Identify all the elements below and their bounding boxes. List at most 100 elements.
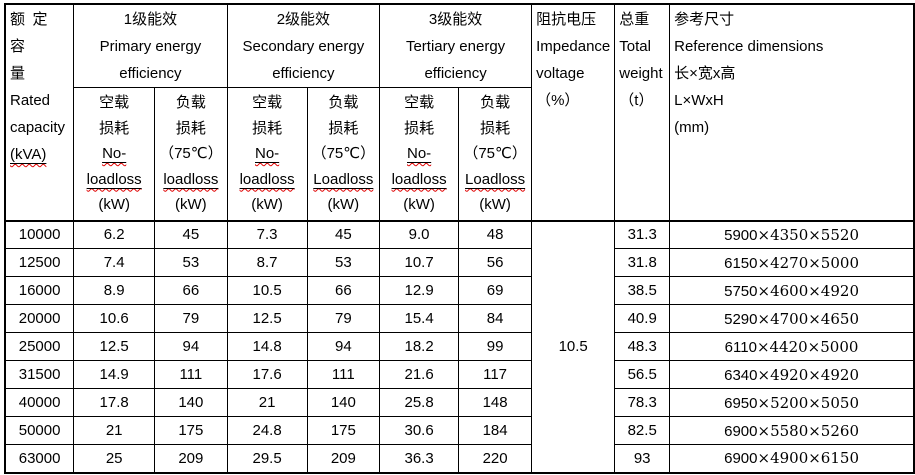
impedance-unit: （%） [536, 92, 580, 109]
total-weight-cell: 82.5 [614, 416, 671, 445]
dimensions-length: 6340 [724, 366, 758, 384]
e2-noload-cell: 21 [226, 388, 308, 417]
e1-load-cell: 94 [154, 332, 228, 361]
e3-load-cell: 69 [458, 276, 533, 305]
table-row: 25000 12.5 94 14.8 94 18.2 99 48.3 6110×4420×500… [4, 332, 915, 361]
rated-capacity-label-en2: capacity [10, 119, 66, 136]
e3-noload-cell: 25.8 [379, 388, 460, 417]
e3-load-cell: 117 [458, 360, 533, 389]
e3-load-header: 负载 损耗 （75℃） Loadloss (kW) [458, 87, 533, 222]
total-weight-unit: （t） [619, 92, 654, 109]
e2-load-cell: 140 [306, 388, 381, 417]
e2-load-cell: 94 [306, 332, 381, 361]
total-weight-cell: 93 [614, 444, 671, 473]
noload-label-zh2: 损耗 [404, 119, 435, 137]
tertiary-efficiency-title: 3级能效 [428, 11, 483, 28]
e1-load-cell: 209 [154, 444, 228, 473]
primary-efficiency-header: 1级能效 Primary energy efficiency [73, 3, 228, 88]
noload-label-en: No-loadloss [239, 145, 295, 188]
e3-noload-cell: 15.4 [379, 304, 460, 333]
rated-capacity-label-en1: Rated [10, 92, 51, 109]
e3-noload-cell: 36.3 [379, 444, 460, 473]
e3-noload-cell: 30.6 [379, 416, 460, 445]
load-label-zh2: 损耗 [175, 119, 206, 137]
dimensions-length: 6900 [724, 422, 758, 440]
e2-noload-cell: 17.6 [226, 360, 308, 389]
e3-noload-cell: 21.6 [379, 360, 460, 389]
primary-efficiency-en2: efficiency [119, 65, 182, 82]
impedance-label-en1: Impedance [536, 38, 611, 55]
load-unit: (kW) [327, 196, 360, 213]
e1-noload-cell: 8.9 [73, 276, 156, 305]
load-label-en: loadloss [163, 170, 219, 188]
dimensions-length: 5900 [724, 226, 758, 244]
e2-noload-cell: 7.3 [226, 220, 308, 249]
load-temp: （75℃） [311, 145, 376, 162]
dimensions-rest: ×4420×5000 [756, 337, 859, 356]
secondary-efficiency-en1: Secondary energy [242, 38, 365, 55]
dimensions-unit: (mm) [674, 119, 710, 136]
dimensions-rest: ×4600×4920 [757, 281, 859, 300]
e2-noload-cell: 14.8 [226, 332, 308, 361]
e3-load-cell: 148 [458, 388, 533, 417]
dimensions-length: 6110 [724, 338, 757, 356]
e2-load-cell: 45 [306, 220, 381, 249]
rated-capacity-cell: 12500 [4, 248, 75, 277]
dimensions-cell: 6150×4270×5000 [669, 248, 915, 277]
noload-label-en: No-loadloss [391, 145, 447, 188]
e2-noload-cell: 8.7 [226, 248, 308, 277]
secondary-efficiency-en2: efficiency [272, 65, 335, 82]
dimensions-cell: 5900×4350×5520 [669, 220, 915, 249]
dimensions-rest: ×4350×5520 [757, 225, 859, 244]
table-row: 63000 25 209 29.5 209 36.3 220 93 6900×4900×6150 [4, 444, 915, 473]
load-label-zh2: 损耗 [328, 119, 359, 137]
e2-load-cell: 66 [306, 276, 381, 305]
load-label-zh1: 负载 [328, 94, 359, 111]
noload-unit: (kW) [403, 196, 435, 213]
e3-load-cell: 99 [458, 332, 533, 361]
rated-capacity-cell: 31500 [4, 360, 75, 389]
dimensions-cell: 6110×4420×5000 [669, 332, 915, 361]
table-row: 50000 21 175 24.8 175 30.6 184 82.5 6900×5580×52… [4, 416, 915, 445]
specifications-table: 额定容 量 Rated capacity (kVA) 1级能效 Primary … [4, 3, 915, 474]
dimensions-cell: 5750×4600×4920 [669, 276, 915, 305]
load-unit: (kW) [479, 196, 511, 213]
load-unit: (kW) [175, 196, 207, 213]
rated-capacity-cell: 50000 [4, 416, 75, 445]
load-label-zh2: 损耗 [480, 119, 511, 137]
dimensions-length: 6950 [724, 394, 758, 412]
noload-unit: (kW) [98, 196, 130, 213]
e3-load-cell: 84 [458, 304, 533, 333]
total-weight-cell: 48.3 [614, 332, 671, 361]
noload-label-zh2: 损耗 [99, 119, 130, 137]
e1-load-cell: 140 [154, 388, 228, 417]
dimensions-cell: 5290×4700×4650 [669, 304, 915, 333]
noload-label-en: No-loadloss [86, 145, 142, 188]
e1-noload-cell: 17.8 [73, 388, 156, 417]
load-label-zh1: 负载 [175, 94, 206, 111]
table-row: 16000 8.9 66 10.5 66 12.9 69 38.5 5750×4600×4920 [4, 276, 915, 305]
e1-noload-cell: 10.6 [73, 304, 156, 333]
reference-dimensions-header: 参考尺寸 Reference dimensions 长×宽x高 L×WxH (m… [669, 3, 915, 222]
noload-label-zh1: 空载 [404, 94, 435, 111]
e1-noload-cell: 6.2 [73, 220, 156, 249]
dimensions-length: 5750 [724, 282, 758, 300]
rated-capacity-cell: 10000 [4, 220, 75, 249]
e1-noload-header: 空载 损耗 No-loadloss (kW) [73, 87, 156, 222]
dimensions-rest: ×5580×5260 [757, 421, 859, 440]
secondary-efficiency-header: 2级能效 Secondary energy efficiency [226, 3, 381, 88]
e2-load-cell: 53 [306, 248, 381, 277]
e3-noload-header: 空载 损耗 No-loadloss (kW) [379, 87, 460, 222]
total-weight-label-en2: weight [619, 65, 663, 82]
total-weight-cell: 56.5 [614, 360, 671, 389]
table-row: 20000 10.6 79 12.5 79 15.4 84 40.9 5290×4700×465… [4, 304, 915, 333]
dimensions-rest: ×4920×4920 [757, 365, 859, 384]
e3-load-cell: 220 [458, 444, 533, 473]
secondary-efficiency-title: 2级能效 [276, 11, 331, 28]
e1-noload-cell: 12.5 [73, 332, 156, 361]
total-weight-header: 总重 Total weight （t） [614, 3, 671, 222]
rated-capacity-cell: 40000 [4, 388, 75, 417]
dimensions-cell: 6340×4920×4920 [669, 360, 915, 389]
dimensions-formula-zh: 长×宽x高 [674, 65, 736, 82]
e2-load-header: 负载 损耗 （75℃） Loadloss (kW) [306, 87, 381, 222]
